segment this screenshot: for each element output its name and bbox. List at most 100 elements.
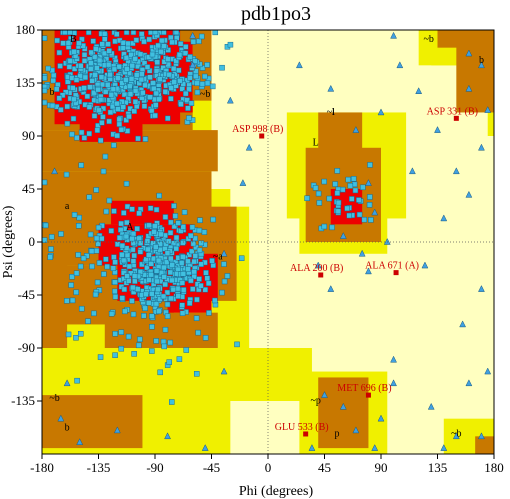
- residue-point: [71, 49, 77, 55]
- glycine-point: [220, 249, 228, 257]
- residue-point: [144, 238, 151, 244]
- glycine-point: [339, 232, 347, 239]
- residue-point: [199, 81, 206, 87]
- residue-point: [175, 220, 181, 226]
- residue-point: [130, 240, 137, 246]
- residue-point: [123, 54, 130, 61]
- residue-point: [98, 74, 105, 80]
- residue-point: [196, 227, 203, 234]
- residue-point: [193, 371, 200, 377]
- residue-point: [189, 224, 196, 231]
- residue-point: [89, 263, 95, 270]
- residue-point: [332, 181, 338, 187]
- residue-point: [124, 203, 131, 210]
- residue-point: [186, 300, 193, 306]
- residue-point: [71, 96, 77, 103]
- residue-point: [155, 286, 161, 293]
- residue-point: [82, 74, 89, 81]
- residue-point: [192, 58, 198, 64]
- residue-point: [118, 345, 125, 352]
- residue-point: [367, 162, 373, 168]
- residue-point: [150, 255, 157, 262]
- residue-point: [41, 75, 48, 81]
- residue-point: [335, 208, 342, 215]
- residue-point: [116, 121, 123, 127]
- residue-point: [143, 291, 149, 298]
- residue-point: [96, 57, 103, 64]
- residue-point: [107, 71, 113, 78]
- residue-point: [176, 356, 183, 362]
- residue-point: [193, 73, 199, 80]
- residue-point: [156, 192, 162, 199]
- residue-point: [149, 51, 156, 58]
- residue-point: [155, 257, 162, 264]
- residue-point: [197, 217, 203, 224]
- residue-point: [125, 333, 132, 340]
- residue-point: [133, 37, 140, 43]
- residue-point: [147, 94, 153, 100]
- glycine-point: [434, 126, 441, 133]
- residue-point: [149, 348, 155, 354]
- residue-point: [73, 334, 79, 341]
- residue-point: [105, 41, 111, 47]
- residue-point: [95, 241, 101, 247]
- residue-point: [227, 41, 234, 48]
- residue-point: [196, 276, 202, 282]
- glycine-point: [352, 426, 360, 434]
- residue-point: [152, 112, 158, 119]
- glycine-point: [383, 237, 391, 245]
- residue-point: [334, 190, 341, 196]
- residue-point: [64, 103, 70, 110]
- residue-point: [73, 77, 80, 83]
- residue-point: [352, 187, 359, 194]
- residue-point: [221, 261, 227, 267]
- residue-point: [94, 65, 100, 71]
- residue-point: [161, 29, 167, 36]
- residue-point: [47, 254, 53, 260]
- residue-point: [177, 41, 184, 47]
- residue-point: [108, 228, 115, 234]
- glycine-point: [226, 96, 234, 104]
- glycine-point: [339, 402, 347, 410]
- residue-point: [165, 238, 172, 245]
- residue-point: [102, 153, 109, 160]
- allowed-region: [437, 30, 469, 48]
- residue-point: [334, 168, 341, 174]
- residue-point: [139, 261, 145, 268]
- residue-point: [96, 107, 102, 114]
- residue-point: [104, 82, 111, 88]
- glycine-point: [358, 249, 366, 257]
- residue-point: [111, 208, 117, 214]
- residue-point: [179, 280, 186, 286]
- residue-point: [69, 297, 76, 304]
- residue-point: [198, 261, 204, 268]
- residue-point: [202, 335, 209, 341]
- residue-point: [160, 264, 167, 271]
- residue-point: [205, 280, 212, 287]
- residue-point: [194, 296, 200, 303]
- residue-point: [195, 329, 201, 336]
- residue-point: [344, 205, 350, 212]
- residue-point: [100, 168, 107, 175]
- residue-point: [80, 255, 87, 262]
- residue-point: [111, 254, 117, 260]
- region-label: ~l: [327, 107, 335, 118]
- glycine-point: [440, 214, 448, 222]
- residue-point: [171, 203, 177, 209]
- residue-point: [163, 259, 170, 266]
- residue-point: [123, 29, 130, 36]
- residue-point: [122, 308, 128, 315]
- residue-point: [105, 61, 112, 68]
- region-label: a: [65, 201, 70, 212]
- residue-point: [154, 278, 160, 285]
- residue-point: [183, 347, 190, 353]
- residue-point: [132, 99, 139, 105]
- residue-point: [60, 40, 66, 46]
- glycine-point: [321, 391, 328, 398]
- residue-point: [94, 127, 101, 134]
- residue-point: [146, 252, 152, 258]
- residue-point: [219, 289, 225, 296]
- glycine-point: [396, 61, 404, 69]
- residue-point: [219, 64, 225, 71]
- residue-point: [124, 273, 130, 279]
